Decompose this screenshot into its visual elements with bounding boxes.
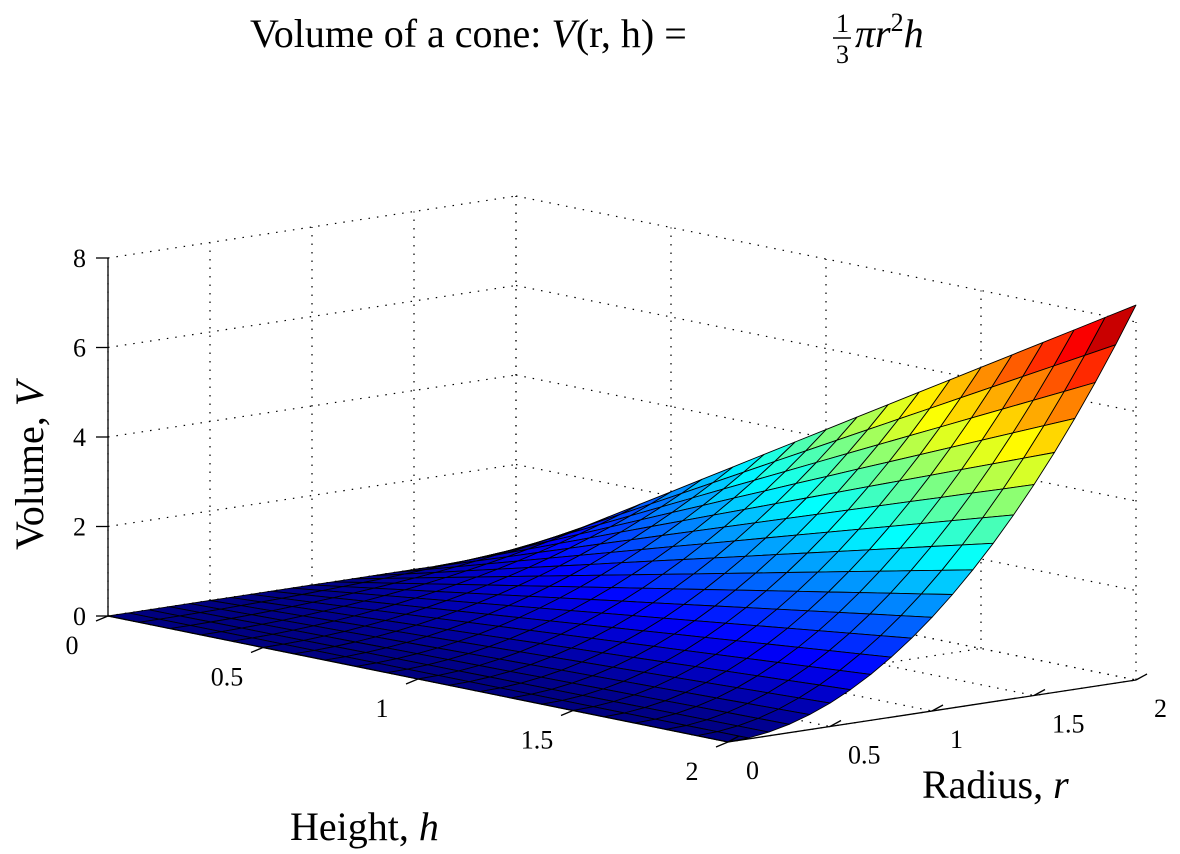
x-tick-mark — [405, 678, 419, 685]
x-axis-label-var: h — [419, 804, 439, 849]
x-axis-label-text: Height, — [290, 804, 419, 849]
gridline-side-z — [515, 195, 1137, 323]
title-r: r — [875, 11, 891, 56]
z-axis-label-text: Volume, — [7, 406, 52, 550]
title-lhs: V — [551, 11, 580, 56]
title-fraction-den: 3 — [836, 40, 849, 69]
y-tick-mark — [727, 735, 740, 743]
y-tick-mark — [931, 704, 944, 712]
y-axis-label-var: r — [1053, 762, 1069, 807]
gridline-side-z — [515, 463, 1137, 592]
y-tick-label: 2 — [1154, 694, 1167, 723]
x-tick-label: 2 — [686, 757, 699, 786]
y-tick-label: 0.5 — [848, 741, 881, 770]
title-h: h — [904, 11, 924, 56]
x-tick-label: 0.5 — [211, 663, 244, 692]
y-tick-label: 0 — [746, 756, 759, 785]
x-tick-label: 1.5 — [521, 726, 554, 755]
z-tick-label: 0 — [73, 602, 86, 631]
title-fraction-num: 1 — [836, 9, 849, 38]
gridline-floor-r — [515, 553, 1137, 681]
title-args: (r, h) — [576, 11, 654, 56]
gridline-back-z — [107, 374, 517, 438]
title-exp: 2 — [891, 8, 904, 37]
z-tick-label: 2 — [73, 513, 86, 542]
y-tick-mark — [829, 719, 842, 728]
title-tail: πr2h — [855, 8, 924, 56]
gridline-back-z — [107, 463, 517, 528]
z-tick-label: 6 — [73, 334, 86, 363]
y-axis-label-text: Radius, — [922, 762, 1053, 807]
gridline-floor-r — [413, 568, 1035, 697]
title-pi: π — [855, 11, 876, 56]
y-tick-label: 1.5 — [1052, 710, 1085, 739]
x-tick-mark — [250, 646, 264, 654]
z-axis-label: Volume, V — [7, 377, 52, 550]
title-prefix: Volume of a cone: — [250, 11, 551, 56]
axes — [95, 257, 1148, 748]
x-tick-label: 1 — [376, 694, 389, 723]
title-eq: = — [654, 11, 687, 56]
chart-text: Volume of a cone: V(r, h) = 1 3 πr2h Hei… — [7, 8, 1167, 849]
y-tick-mark — [1033, 688, 1046, 697]
y-axis-label: Radius, r — [922, 762, 1069, 807]
z-axis-label-var: V — [7, 377, 52, 406]
x-tick-mark — [715, 741, 729, 748]
x-tick-mark — [560, 709, 574, 717]
z-tick-label: 4 — [73, 423, 86, 452]
surface-mesh — [107, 304, 1137, 743]
y-tick-mark — [1135, 673, 1148, 681]
y-tick-label: 1 — [950, 725, 963, 754]
x-tick-mark — [95, 615, 109, 622]
z-tick-label: 8 — [73, 244, 86, 273]
gridline-back-z — [107, 195, 517, 259]
gridline-back-z — [107, 284, 517, 349]
chart-title: Volume of a cone: V(r, h) = — [250, 11, 687, 56]
x-tick-label: 0 — [66, 631, 79, 660]
x-axis-label: Height, h — [290, 804, 439, 849]
